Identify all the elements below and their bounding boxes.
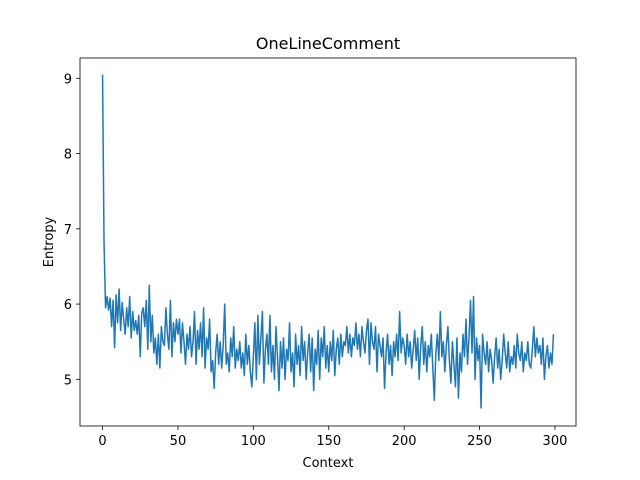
x-tick-label: 250 — [467, 434, 492, 449]
data-line — [101, 74, 555, 409]
x-tick-label: 150 — [316, 434, 341, 449]
x-tick-label: 100 — [241, 434, 266, 449]
y-tick-label: 8 — [64, 148, 72, 163]
x-tick-label: 300 — [543, 434, 568, 449]
chart-title: OneLineComment — [256, 34, 400, 53]
y-tick-label: 6 — [64, 298, 72, 313]
plot-frame — [79, 57, 577, 427]
x-tick-label: 50 — [170, 434, 187, 449]
y-tick-label: 9 — [64, 72, 72, 87]
y-tick-label: 5 — [64, 373, 72, 388]
x-axis-label: Context — [303, 456, 354, 471]
x-tick-label: 200 — [392, 434, 417, 449]
y-axis-label: Entropy — [42, 216, 57, 267]
y-tick-label: 7 — [64, 223, 72, 238]
x-tick-label: 0 — [98, 434, 106, 449]
